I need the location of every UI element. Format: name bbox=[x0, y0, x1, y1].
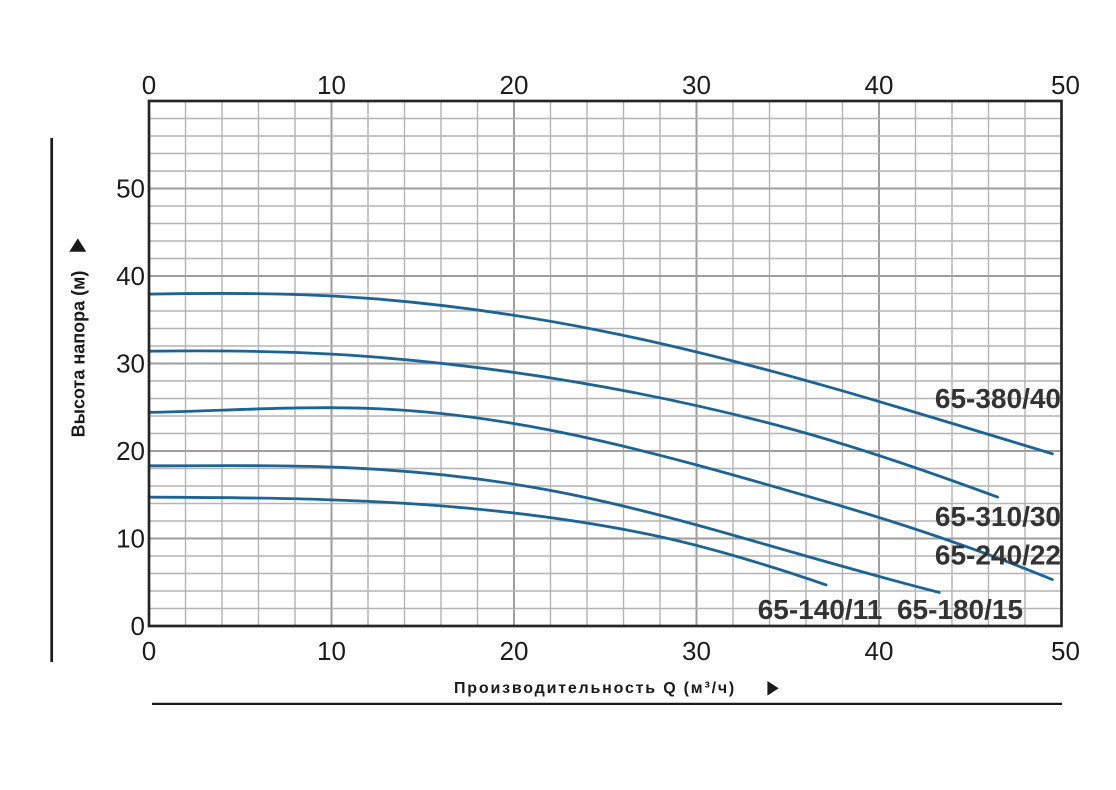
svg-text:40: 40 bbox=[116, 261, 145, 291]
svg-text:20: 20 bbox=[116, 436, 145, 466]
svg-text:20: 20 bbox=[500, 636, 529, 666]
svg-text:0: 0 bbox=[131, 611, 145, 641]
svg-text:20: 20 bbox=[500, 70, 529, 100]
svg-text:10: 10 bbox=[116, 524, 145, 554]
svg-text:65-140/11: 65-140/11 bbox=[758, 594, 883, 625]
svg-text:65-380/40: 65-380/40 bbox=[935, 383, 1061, 414]
svg-text:30: 30 bbox=[682, 70, 711, 100]
svg-text:65-240/22: 65-240/22 bbox=[935, 540, 1061, 571]
svg-text:30: 30 bbox=[682, 636, 711, 666]
svg-text:10: 10 bbox=[317, 636, 346, 666]
svg-text:Высота напора (м): Высота напора (м) bbox=[69, 271, 89, 438]
svg-text:10: 10 bbox=[317, 70, 346, 100]
svg-text:0: 0 bbox=[142, 636, 156, 666]
svg-text:40: 40 bbox=[865, 636, 894, 666]
svg-text:65-180/15: 65-180/15 bbox=[897, 594, 1023, 625]
svg-text:40: 40 bbox=[865, 70, 894, 100]
svg-text:50: 50 bbox=[1051, 70, 1080, 100]
svg-text:50: 50 bbox=[116, 174, 145, 204]
svg-text:30: 30 bbox=[116, 349, 145, 379]
svg-text:65-310/30: 65-310/30 bbox=[935, 501, 1061, 532]
svg-text:Производительность Q (м³/ч): Производительность Q (м³/ч) bbox=[454, 680, 736, 697]
svg-text:0: 0 bbox=[142, 70, 156, 100]
svg-text:50: 50 bbox=[1051, 636, 1080, 666]
